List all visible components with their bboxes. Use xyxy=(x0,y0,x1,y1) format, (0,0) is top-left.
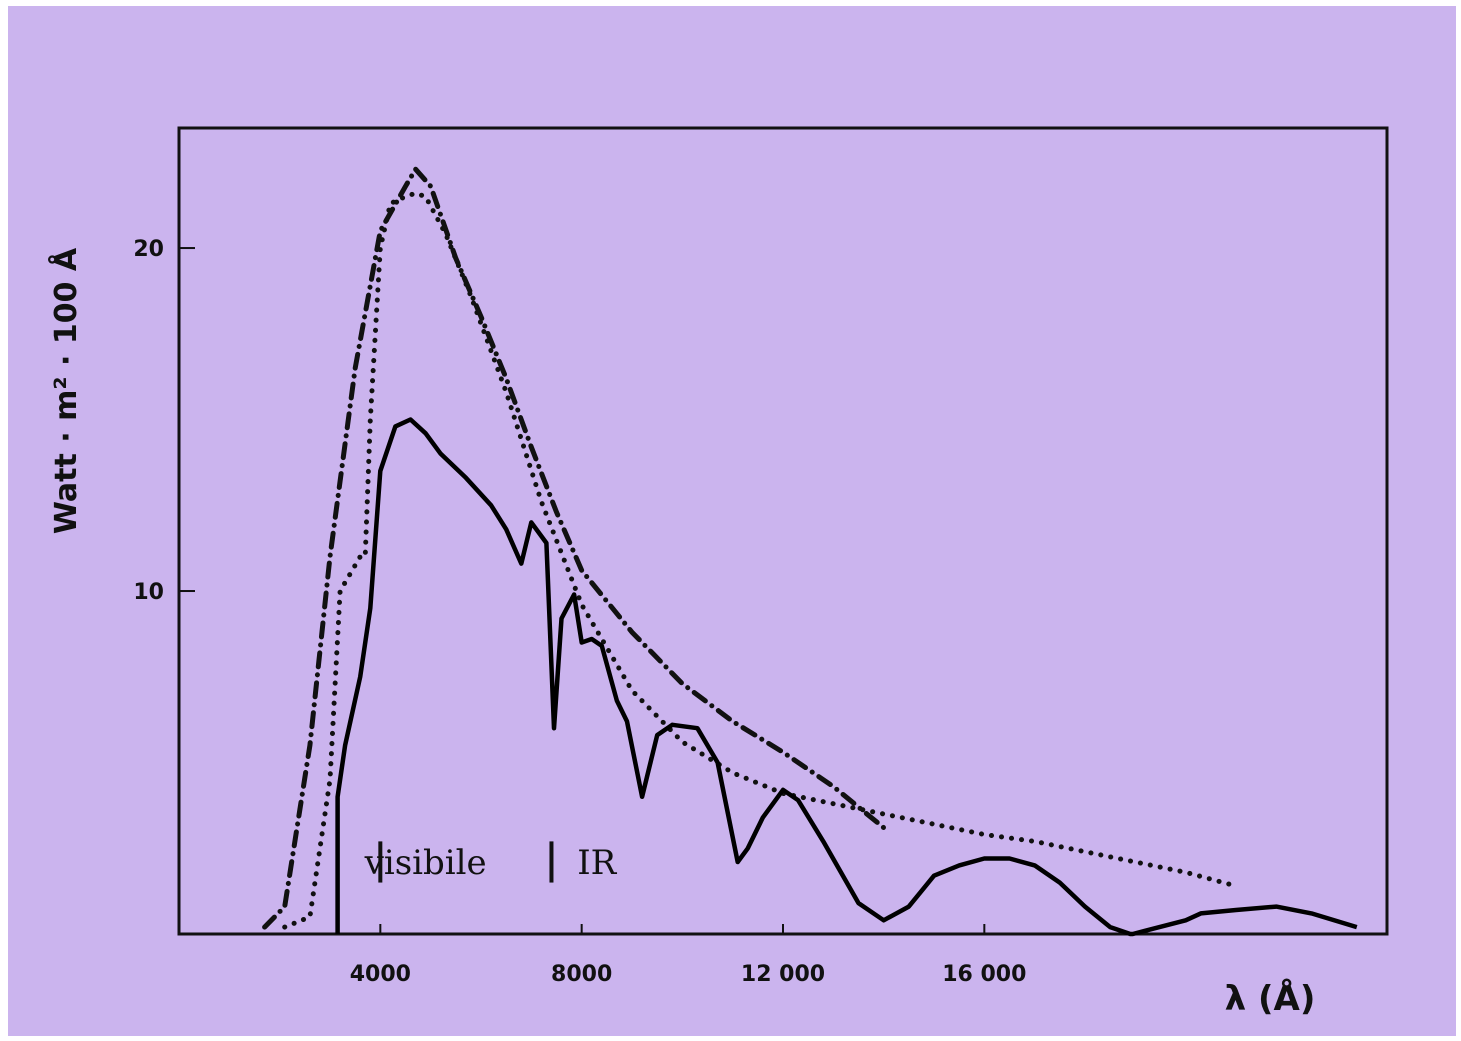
y-axis-label: Watt · m² · 100 Å xyxy=(47,247,84,534)
series-dotted-line xyxy=(282,190,1239,930)
axis-ticks: 4000 8000 12 000 16 000 10 20 xyxy=(133,237,1026,987)
series-dash-dot-line xyxy=(262,164,887,930)
chart-frame: 4000 8000 12 000 16 000 10 20 visibile IR λ (Å… xyxy=(8,6,1456,1036)
series-layer xyxy=(262,164,1358,937)
annotation-visibile-label: visibile xyxy=(364,843,487,883)
x-tick-label-0: 4000 xyxy=(350,962,411,987)
x-axis-label: λ (Å) xyxy=(1225,978,1316,1019)
y-tick-label-0: 10 xyxy=(133,580,164,605)
plot-border xyxy=(177,126,1389,936)
chart-labels: visibile IR xyxy=(364,843,618,883)
x-tick-label-2: 12 000 xyxy=(741,962,825,987)
x-tick-label-3: 16 000 xyxy=(942,962,1026,987)
y-tick-label-1: 20 xyxy=(133,237,164,262)
spectrum-chart: 4000 8000 12 000 16 000 10 20 visibile IR λ (Å… xyxy=(47,126,1389,1019)
region-markers xyxy=(378,841,554,883)
annotation-ir-label: IR xyxy=(577,843,617,883)
series-solid-line xyxy=(335,417,1358,937)
x-tick-label-1: 8000 xyxy=(551,962,612,987)
